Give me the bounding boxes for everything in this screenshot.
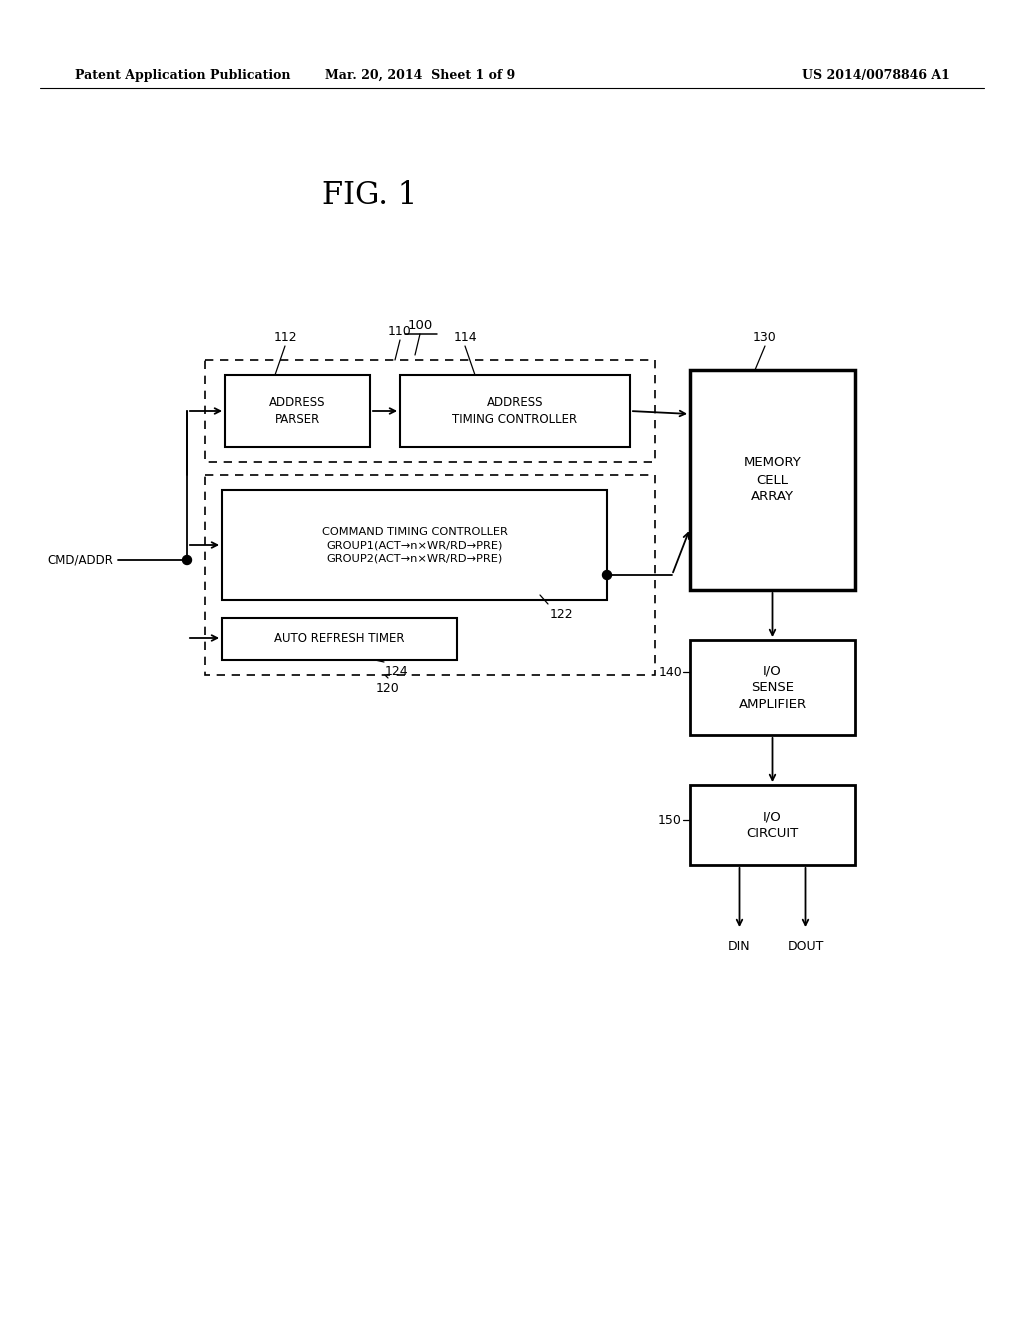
Text: AUTO REFRESH TIMER: AUTO REFRESH TIMER	[274, 632, 404, 645]
Bar	[205, 360, 655, 462]
Text: I/O
CIRCUIT: I/O CIRCUIT	[746, 810, 799, 840]
Text: 122: 122	[550, 609, 573, 620]
Bar	[222, 618, 457, 660]
Bar	[222, 490, 607, 601]
Bar	[690, 640, 855, 735]
Text: 124: 124	[385, 665, 409, 678]
Text: MEMORY
CELL
ARRAY: MEMORY CELL ARRAY	[743, 457, 802, 503]
Text: FIG. 1: FIG. 1	[323, 180, 418, 210]
Text: ADDRESS
PARSER: ADDRESS PARSER	[269, 396, 326, 426]
Text: DOUT: DOUT	[787, 940, 823, 953]
Text: 130: 130	[753, 331, 777, 345]
Bar	[225, 375, 370, 447]
Bar	[690, 370, 855, 590]
Text: 140: 140	[658, 665, 682, 678]
Bar	[690, 785, 855, 865]
Text: 100: 100	[408, 319, 432, 333]
Text: US 2014/0078846 A1: US 2014/0078846 A1	[802, 69, 950, 82]
Text: DIN: DIN	[728, 940, 751, 953]
Text: I/O
SENSE
AMPLIFIER: I/O SENSE AMPLIFIER	[738, 664, 807, 711]
Text: ADDRESS
TIMING CONTROLLER: ADDRESS TIMING CONTROLLER	[453, 396, 578, 426]
Text: 110: 110	[388, 325, 412, 338]
Text: Mar. 20, 2014  Sheet 1 of 9: Mar. 20, 2014 Sheet 1 of 9	[325, 69, 515, 82]
Text: 114: 114	[454, 331, 477, 345]
Text: CMD/ADDR: CMD/ADDR	[47, 553, 113, 566]
Text: 120: 120	[376, 682, 400, 696]
Circle shape	[182, 556, 191, 565]
Circle shape	[602, 570, 611, 579]
Bar	[205, 475, 655, 675]
Text: 150: 150	[658, 813, 682, 826]
Text: COMMAND TIMING CONTROLLER
GROUP1(ACT→n×WR/RD→PRE)
GROUP2(ACT→n×WR/RD→PRE): COMMAND TIMING CONTROLLER GROUP1(ACT→n×W…	[322, 527, 508, 564]
Bar	[400, 375, 630, 447]
Text: Patent Application Publication: Patent Application Publication	[75, 69, 291, 82]
Text: 112: 112	[273, 331, 297, 345]
